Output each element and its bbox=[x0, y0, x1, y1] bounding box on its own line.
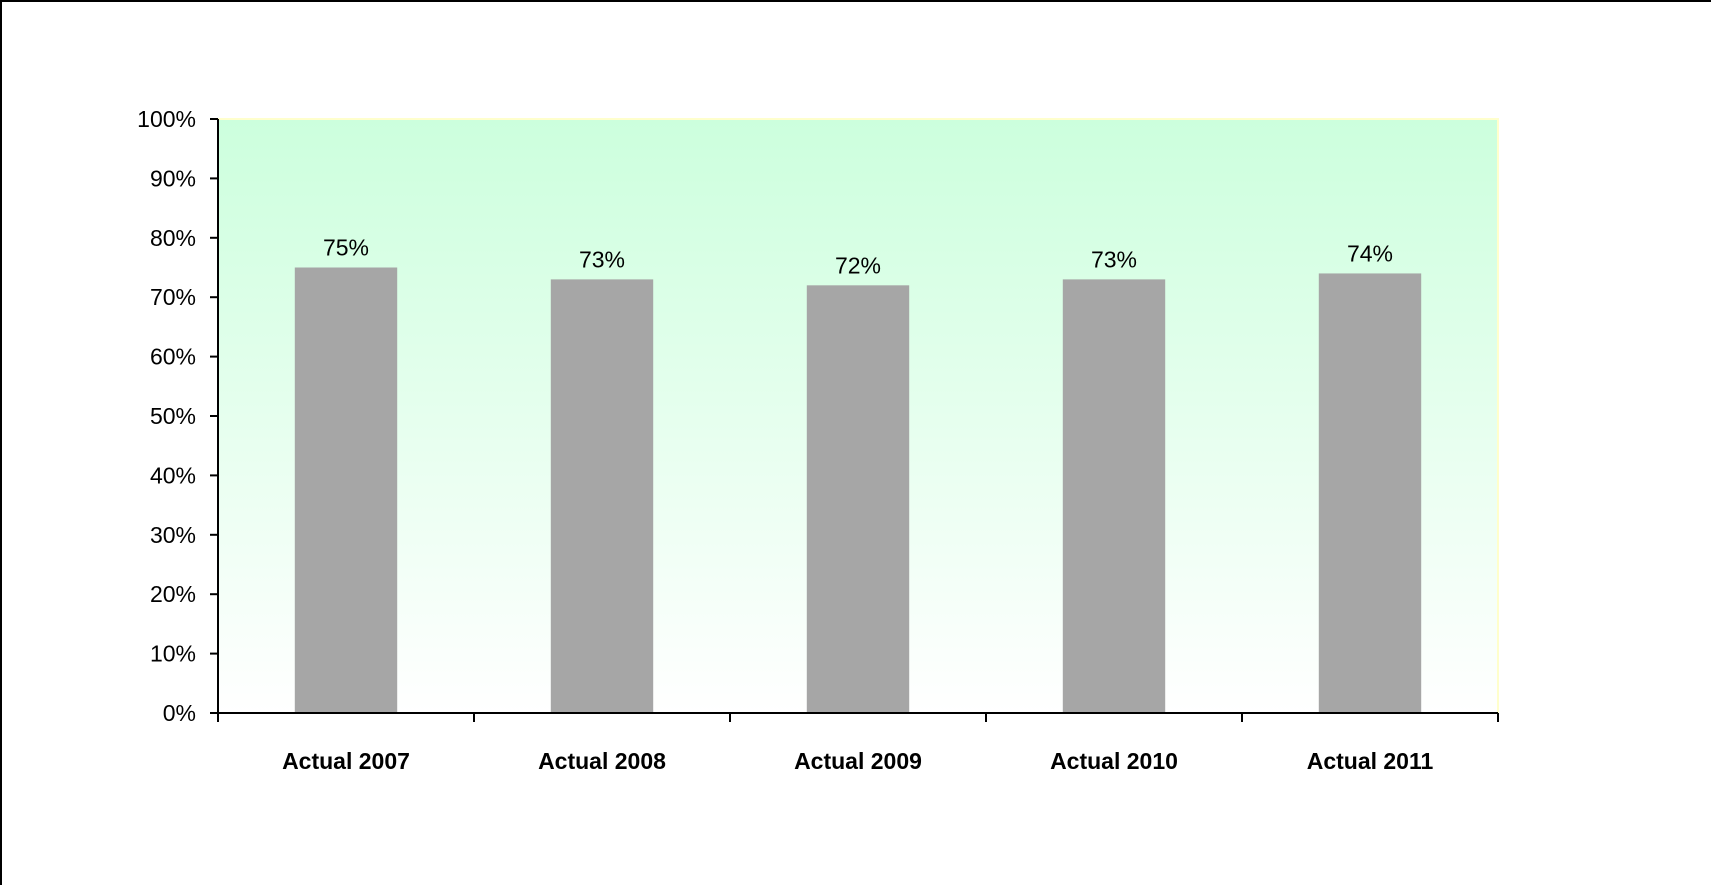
data-label-actual-2011: 74% bbox=[1347, 240, 1393, 266]
y-tick-label: 40% bbox=[150, 462, 196, 488]
y-tick-label: 0% bbox=[163, 700, 196, 726]
x-category-label: Actual 2009 bbox=[794, 748, 922, 774]
y-tick-label: 50% bbox=[150, 403, 196, 429]
bar-actual-2008 bbox=[550, 279, 654, 713]
y-tick-label: 80% bbox=[150, 225, 196, 251]
bar-actual-2009 bbox=[806, 285, 910, 713]
bar-actual-2007 bbox=[294, 267, 398, 713]
y-tick-label: 100% bbox=[137, 106, 196, 132]
axes-layer: 0% 10% 20% 30% 40% 50% 60% 70% 80% 90% 100% Actual … bbox=[137, 106, 1499, 774]
y-tick-label: 90% bbox=[150, 165, 196, 191]
x-category-label: Actual 2011 bbox=[1307, 748, 1434, 774]
data-label-actual-2009: 72% bbox=[835, 252, 881, 278]
bar-actual-2010 bbox=[1062, 279, 1166, 713]
y-tick-label: 10% bbox=[150, 641, 196, 667]
bars-layer bbox=[294, 267, 1422, 713]
y-tick-label: 30% bbox=[150, 522, 196, 548]
x-category-label: Actual 2007 bbox=[282, 748, 410, 774]
data-label-actual-2007: 75% bbox=[323, 235, 369, 261]
y-tick-label: 20% bbox=[150, 581, 196, 607]
y-tick-label: 60% bbox=[150, 344, 196, 370]
y-tick-label: 70% bbox=[150, 284, 196, 310]
data-label-actual-2008: 73% bbox=[579, 246, 625, 272]
x-category-label: Actual 2010 bbox=[1050, 748, 1178, 774]
x-category-label: Actual 2008 bbox=[538, 748, 666, 774]
data-labels-layer: 75% 73% 72% 73% 74% bbox=[323, 235, 1393, 279]
bar-actual-2011 bbox=[1318, 273, 1422, 713]
data-label-actual-2010: 73% bbox=[1091, 246, 1137, 272]
